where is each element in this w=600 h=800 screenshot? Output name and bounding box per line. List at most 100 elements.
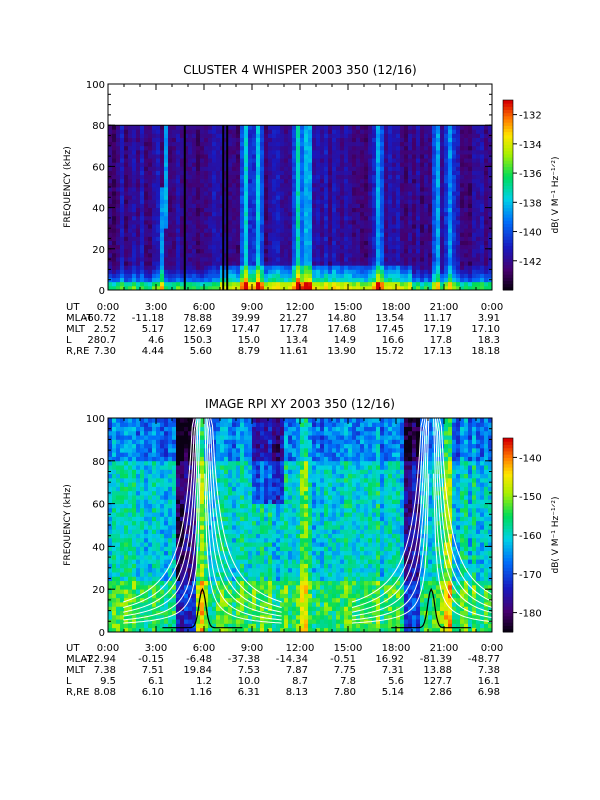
ephemeris-value: 13.4	[286, 335, 308, 346]
y-tick-label: 60	[92, 500, 105, 511]
ephemeris-value: -37.38	[228, 654, 260, 665]
ut-tick-label: 9:00	[241, 302, 263, 313]
ut-tick-label: 18:00	[382, 643, 411, 654]
ut-tick-label: 3:00	[145, 302, 167, 313]
ephemeris-value: 10.0	[238, 676, 260, 687]
ephemeris-value: 11.61	[279, 346, 308, 357]
y-tick-label: 40	[92, 542, 105, 553]
ephemeris-value: 14.9	[334, 335, 356, 346]
ut-tick-label: 6:00	[193, 643, 215, 654]
y-tick-label: 60	[92, 162, 105, 173]
ephemeris-value: 2.52	[94, 324, 116, 335]
y-tick-label: 40	[92, 204, 105, 215]
y-axis	[107, 417, 493, 633]
panel-title: IMAGE RPI XY 2003 350 (12/16)	[205, 397, 395, 411]
y-tick-label: 100	[86, 414, 105, 425]
ephemeris-value: -48.77	[468, 654, 500, 665]
ut-tick-label: 6:00	[193, 302, 215, 313]
ephemeris-value: 18.3	[478, 335, 500, 346]
ephemeris-value: -81.39	[420, 654, 452, 665]
y-axis	[107, 83, 493, 291]
colorbar-label: dB( V M⁻¹ Hz⁻¹ᐟ²)	[551, 496, 561, 573]
ephemeris-value: 13.88	[423, 665, 452, 676]
ephemeris-value: 7.38	[478, 665, 500, 676]
ut-tick-label: 15:00	[334, 643, 363, 654]
ephemeris-value: 17.8	[430, 335, 452, 346]
ephemeris-value: -0.51	[330, 654, 356, 665]
ephemeris-value: 2.86	[430, 687, 452, 698]
ephemeris-value: 17.68	[327, 324, 356, 335]
ephemeris-value: 7.8	[340, 676, 356, 687]
ephemeris-value: 17.45	[375, 324, 404, 335]
spectrogram	[108, 124, 493, 291]
ephemeris-value: 8.13	[286, 687, 308, 698]
ephemeris-value: 17.78	[279, 324, 308, 335]
ephemeris-value: 13.90	[327, 346, 356, 357]
colorbar-tick-label: -132	[519, 111, 542, 122]
y-tick-label: 80	[92, 457, 105, 468]
colorbar	[502, 99, 517, 291]
panel-title: CLUSTER 4 WHISPER 2003 350 (12/16)	[183, 63, 416, 77]
ephemeris-value: 4.6	[148, 335, 164, 346]
ut-tick-label: 0:00	[481, 302, 503, 313]
colorbar-tick-label: -140	[519, 453, 542, 464]
y-tick-label: 0	[99, 286, 105, 297]
ephemeris-value: 11.17	[423, 313, 452, 324]
ephemeris-value: 7.38	[94, 665, 116, 676]
ephemeris-value: -0.15	[138, 654, 164, 665]
ephemeris-value: 9.5	[100, 676, 116, 687]
ephemeris-value: 18.18	[471, 346, 500, 357]
ut-tick-label: 12:00	[286, 643, 315, 654]
ephemeris-value: 14.80	[327, 313, 356, 324]
ephemeris-value: -60.72	[84, 313, 116, 324]
ephemeris-value: 5.17	[142, 324, 164, 335]
colorbar-tick-label: -140	[519, 228, 542, 239]
ephemeris-value: 16.6	[382, 335, 404, 346]
model-curves	[123, 417, 493, 629]
ephemeris-value: 17.19	[423, 324, 452, 335]
ephemeris-value: 15.72	[375, 346, 404, 357]
ephemeris-value: 6.10	[142, 687, 164, 698]
ephemeris-value: 8.08	[94, 687, 116, 698]
y-axis-label: FREQUENCY (kHz)	[63, 146, 73, 227]
colorbar-tick-label: -136	[519, 169, 542, 180]
y-tick-label: 20	[92, 585, 105, 596]
ephemeris-value: -6.48	[186, 654, 212, 665]
colorbar-tick-label: -170	[519, 570, 542, 581]
ephemeris-row-label: MLAT	[66, 654, 93, 665]
ephemeris-row-label: MLT	[66, 665, 86, 676]
ephemeris-value: 1.2	[196, 676, 212, 687]
ephemeris-value: 7.87	[286, 665, 308, 676]
ephemeris-row-label: MLAT	[66, 313, 93, 324]
ephemeris-value: 7.53	[238, 665, 260, 676]
ephemeris-value: 6.98	[478, 687, 500, 698]
ephemeris-value: 1.16	[190, 687, 212, 698]
ephemeris-value: 13.54	[375, 313, 404, 324]
colorbar-tick-label: -160	[519, 531, 542, 542]
ut-tick-label: 0:00	[97, 302, 119, 313]
colorbar-tick-label: -180	[519, 609, 542, 620]
ephemeris-row-label: UT	[66, 302, 80, 313]
ephemeris-row-label: R,RE	[66, 687, 89, 698]
ephemeris-value: 3.91	[478, 313, 500, 324]
ephemeris-value: 7.75	[334, 665, 356, 676]
ephemeris-value: -22.94	[84, 654, 116, 665]
ephemeris-value: 5.60	[190, 346, 212, 357]
ephemeris-value: 6.1	[148, 676, 164, 687]
ephemeris-value: 7.51	[142, 665, 164, 676]
ephemeris-row-label: R,RE	[66, 346, 89, 357]
ut-tick-label: 3:00	[145, 643, 167, 654]
ephemeris-value: 280.7	[87, 335, 116, 346]
ephemeris-value: -11.18	[132, 313, 164, 324]
ephemeris-value: 15.0	[238, 335, 260, 346]
colorbar	[502, 437, 517, 633]
ephemeris-value: 17.13	[423, 346, 452, 357]
y-axis-label: FREQUENCY (kHz)	[63, 484, 73, 565]
ut-tick-label: 15:00	[334, 302, 363, 313]
ephemeris-value: 16.92	[375, 654, 404, 665]
y-tick-label: 80	[92, 121, 105, 132]
ephemeris-value: 17.10	[471, 324, 500, 335]
y-tick-label: 0	[99, 628, 105, 639]
ephemeris-value: 17.47	[231, 324, 260, 335]
